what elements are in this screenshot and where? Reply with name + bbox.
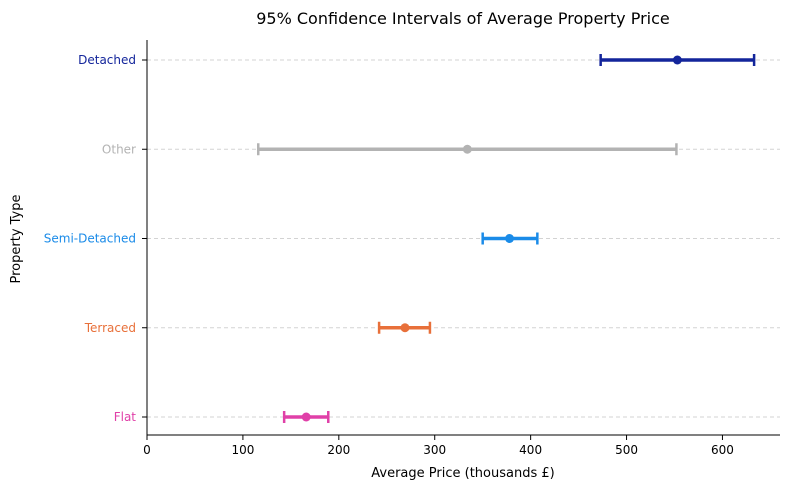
mean-point	[505, 234, 515, 243]
x-axis-label: Average Price (thousands £)	[371, 466, 554, 481]
x-tick-label: 0	[143, 443, 151, 457]
x-tick-label: 400	[519, 443, 542, 457]
mean-point	[462, 144, 472, 154]
x-tick-label: 500	[615, 443, 638, 457]
x-tick-label: 100	[231, 443, 254, 457]
y-tick-label: Semi-Detached	[44, 232, 136, 246]
chart-title: 95% Confidence Intervals of Average Prop…	[256, 9, 670, 28]
y-tick-label: Detached	[78, 53, 136, 67]
x-tick-label: 200	[327, 443, 350, 457]
mean-point	[301, 412, 311, 422]
error-bars	[257, 54, 756, 423]
y-tick-label: Flat	[114, 410, 137, 424]
grid	[147, 59, 780, 418]
x-tick-label: 300	[423, 443, 446, 457]
y-tick-label: Other	[102, 142, 136, 156]
mean-point	[400, 323, 410, 333]
x-axis: 0 100 200 300 400 500 600	[143, 434, 780, 457]
mean-point	[672, 55, 682, 65]
x-tick-label: 600	[711, 443, 734, 457]
y-axis-label: Property Type	[9, 194, 24, 283]
y-axis: Detached Other Semi-Detached Terraced Flat	[44, 40, 148, 435]
y-tick-label: Terraced	[84, 321, 136, 335]
